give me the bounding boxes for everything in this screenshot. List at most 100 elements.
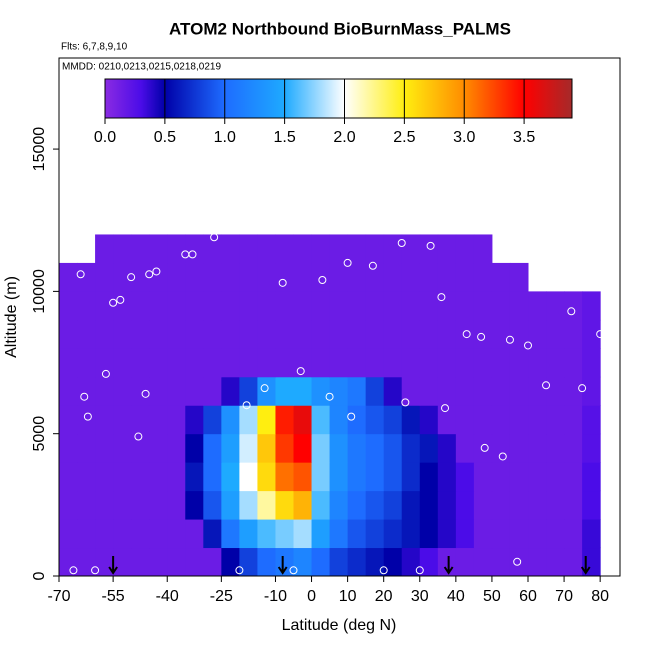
- heat-cell: [528, 376, 547, 406]
- heat-cell: [528, 291, 547, 321]
- heat-cell: [149, 490, 168, 520]
- heat-cell: [239, 519, 258, 549]
- heat-cell: [131, 547, 150, 577]
- heat-cell: [239, 376, 258, 406]
- heat-cell: [546, 433, 565, 463]
- sample-point: [188, 250, 197, 259]
- heat-cell: [185, 262, 204, 292]
- heat-cell: [365, 319, 385, 349]
- heat-cell: [347, 348, 367, 378]
- arrow: [580, 556, 591, 575]
- heat-cell: [582, 519, 601, 549]
- heat-cell: [564, 462, 583, 492]
- heat-cell: [329, 547, 349, 577]
- heat-cell: [275, 490, 295, 520]
- sample-point: [296, 367, 305, 376]
- sample-point: [596, 330, 605, 339]
- heat-cell: [77, 547, 96, 577]
- heat-cell: [528, 462, 547, 492]
- heat-cell: [77, 519, 96, 549]
- sample-point: [513, 557, 522, 566]
- heat-cell: [203, 262, 222, 292]
- heat-cell: [347, 519, 367, 549]
- heat-cell: [455, 547, 475, 577]
- heat-cell: [77, 433, 96, 463]
- heat-cell: [95, 291, 114, 321]
- heat-cell: [437, 234, 457, 264]
- heat-cell: [185, 462, 204, 492]
- heat-cell: [528, 519, 547, 549]
- heat-cell: [546, 376, 565, 406]
- heat-cell: [509, 490, 529, 520]
- heat-cell: [437, 348, 457, 378]
- chart-title: ATOM2 Northbound BioBurnMass_PALMS: [169, 19, 511, 38]
- heat-cell: [131, 490, 150, 520]
- heat-cell: [383, 234, 403, 264]
- heat-cell: [113, 291, 132, 321]
- heat-cell: [167, 433, 186, 463]
- x-tick-label: 0: [307, 588, 316, 605]
- x-axis-label: Latitude (deg N): [282, 617, 397, 634]
- heat-cell: [473, 547, 493, 577]
- sample-point: [567, 307, 576, 316]
- heat-cell: [275, 405, 295, 435]
- heat-cell: [149, 348, 168, 378]
- heat-cell: [239, 234, 258, 264]
- heat-cell: [401, 405, 421, 435]
- heat-cell: [311, 376, 331, 406]
- x-tick-label: -55: [102, 588, 125, 605]
- heat-cell: [77, 376, 96, 406]
- sample-point: [235, 566, 244, 575]
- heat-cell: [203, 319, 222, 349]
- heat-cell: [419, 490, 439, 520]
- heat-cell: [329, 291, 349, 321]
- heat-cell: [293, 234, 313, 264]
- heat-cell: [329, 433, 349, 463]
- heat-cell: [546, 462, 565, 492]
- arrow: [277, 556, 288, 575]
- colorbar: [104, 78, 573, 119]
- sample-point: [343, 258, 352, 267]
- heat-cell: [419, 433, 439, 463]
- heat-cell: [239, 490, 258, 520]
- x-tick-label: 10: [339, 588, 357, 605]
- heat-cell: [491, 376, 511, 406]
- heat-cell: [455, 319, 475, 349]
- x-tick-label: -10: [264, 588, 287, 605]
- heat-cell: [582, 490, 601, 520]
- heat-cell: [185, 519, 204, 549]
- heat-cell: [528, 547, 547, 577]
- subtitle: Flts: 6,7,8,9,10: [61, 42, 128, 53]
- heat-cell: [582, 462, 601, 492]
- heat-cell: [311, 519, 331, 549]
- heat-cell: [275, 348, 295, 378]
- heat-cell: [221, 348, 240, 378]
- heat-cell: [419, 547, 439, 577]
- heat-cell: [582, 319, 601, 349]
- heat-cell: [419, 348, 439, 378]
- heat-cell: [347, 547, 367, 577]
- heat-cell: [239, 291, 258, 321]
- heat-cell: [293, 319, 313, 349]
- heat-cell: [473, 348, 493, 378]
- heat-cell: [401, 348, 421, 378]
- heat-cell: [59, 433, 78, 463]
- x-tick-label: 30: [411, 588, 429, 605]
- heat-cell: [149, 319, 168, 349]
- x-tick-label: 80: [591, 588, 609, 605]
- heat-cell: [383, 376, 403, 406]
- heat-cell: [167, 547, 186, 577]
- heat-cell: [437, 405, 457, 435]
- heat-cell: [95, 234, 114, 264]
- heat-cell: [275, 376, 295, 406]
- heat-cell: [473, 262, 493, 292]
- sample-point: [141, 389, 150, 398]
- heat-cell: [59, 547, 78, 577]
- heat-cell: [203, 291, 222, 321]
- heat-cell: [311, 234, 331, 264]
- heat-cell: [564, 348, 583, 378]
- heat-cell: [185, 319, 204, 349]
- heat-cell: [59, 348, 78, 378]
- heat-cell: [564, 291, 583, 321]
